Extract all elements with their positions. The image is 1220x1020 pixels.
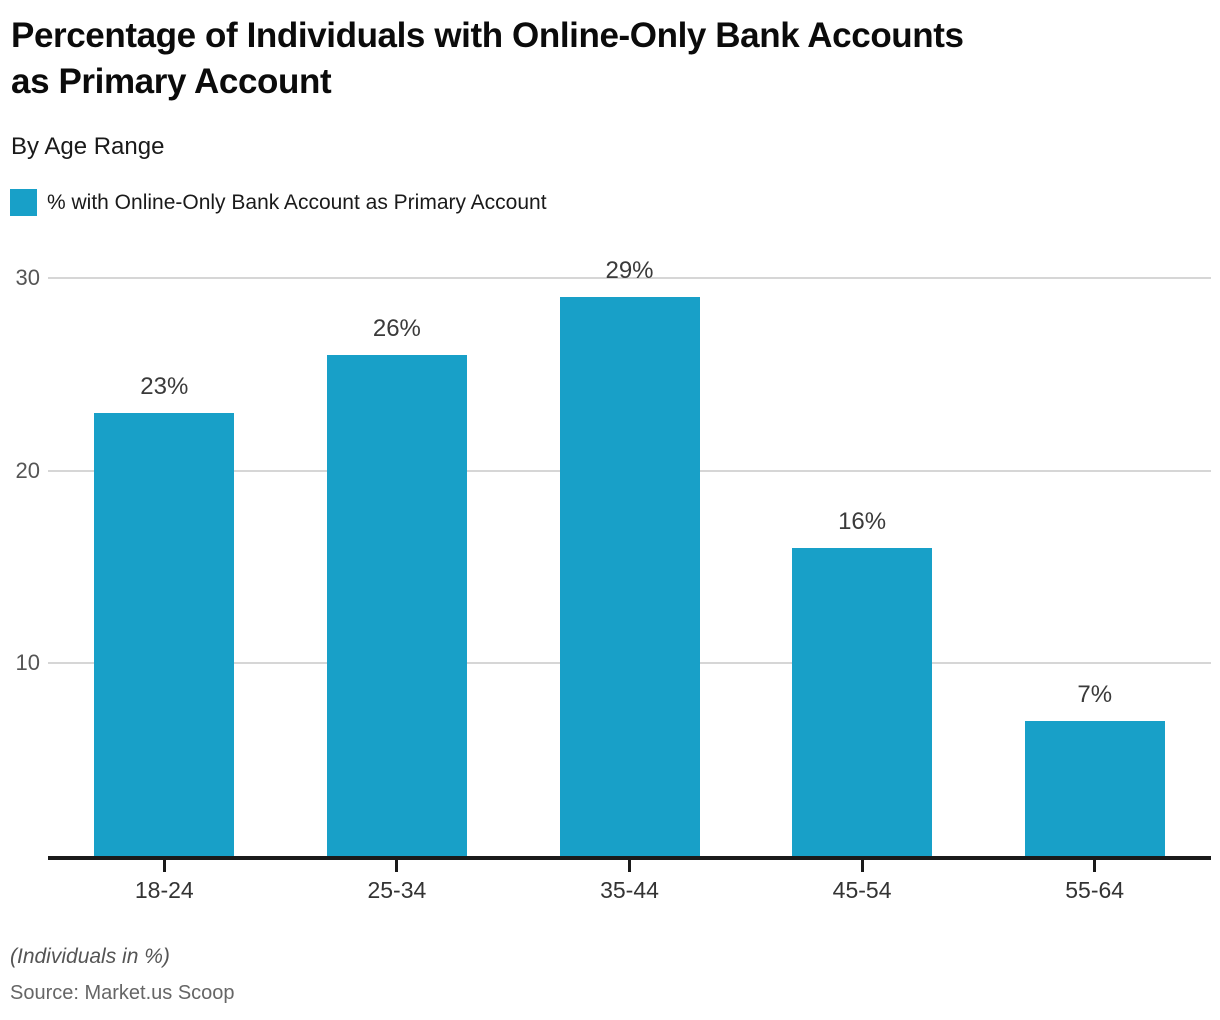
- x-tick-label-55-64: 55-64: [1065, 877, 1125, 903]
- legend-swatch-icon: [10, 189, 37, 216]
- page-title: Percentage of Individuals with Online-On…: [11, 13, 964, 105]
- x-axis-line: [48, 856, 1211, 860]
- bar-55-64: [1024, 721, 1165, 856]
- bar-value-label-45-54: 16%: [838, 507, 887, 535]
- x-tick-label-35-44: 35-44: [600, 877, 659, 903]
- gridline-y-30: [48, 276, 1211, 279]
- bar-value-label-55-64: 7%: [1077, 681, 1113, 709]
- footnote: (Individuals in %): [10, 945, 170, 968]
- legend-label: % with Online-Only Bank Account as Prima…: [47, 190, 547, 214]
- x-axis-tick-25-34: [395, 860, 399, 872]
- source-line: Source: Market.us Scoop: [10, 982, 235, 1004]
- page-title-line-1: Percentage of Individuals with Online-On…: [11, 16, 964, 55]
- bar-value-label-18-24: 23%: [140, 372, 189, 400]
- x-tick-label-45-54: 45-54: [832, 877, 892, 903]
- x-tick-label-25-34: 25-34: [367, 877, 427, 903]
- bar-value-label-35-44: 29%: [605, 257, 654, 285]
- x-axis-tick-35-44: [628, 860, 631, 872]
- legend: % with Online-Only Bank Account as Prima…: [10, 189, 547, 216]
- bar-value-label-25-34: 26%: [372, 314, 421, 342]
- x-axis-tick-18-24: [162, 860, 166, 872]
- bar-25-34: [326, 354, 467, 856]
- bar-45-54: [792, 547, 933, 856]
- x-axis-tick-45-54: [860, 860, 864, 872]
- chart-subtitle: By Age Range: [11, 133, 165, 160]
- bar-18-24: [94, 412, 235, 856]
- x-axis-tick-55-64: [1093, 860, 1097, 872]
- bar-35-44: [559, 297, 700, 856]
- y-tick-label-30: 30: [15, 264, 40, 290]
- page-title-line-2: as Primary Account: [11, 62, 332, 101]
- x-tick-label-18-24: 18-24: [134, 877, 194, 903]
- y-tick-label-10: 10: [15, 650, 40, 676]
- y-tick-label-20: 20: [15, 457, 40, 483]
